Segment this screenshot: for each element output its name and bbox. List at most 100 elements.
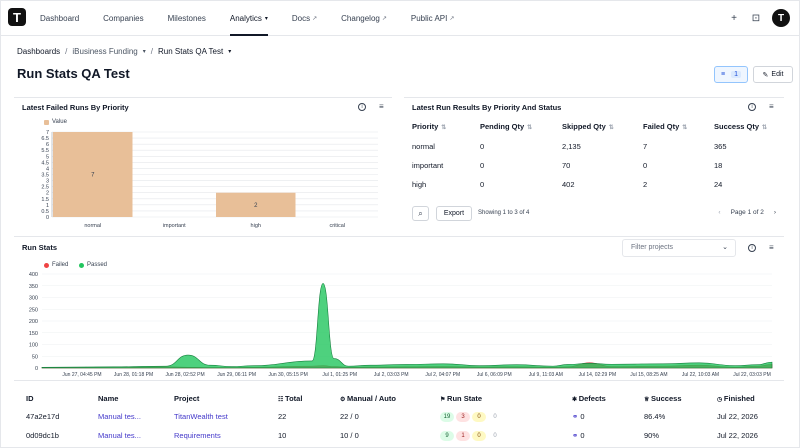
chevron-right-icon[interactable]: › [773, 209, 776, 216]
nav-companies[interactable]: Companies [103, 0, 143, 36]
y-tick-label: 400 [29, 272, 38, 278]
y-tick-label: 150 [29, 331, 38, 337]
menu-icon[interactable]: ≡ [379, 102, 384, 111]
pagination: ‹ Page 1 of 2 › [718, 209, 776, 216]
y-tick-label: 300 [29, 296, 38, 302]
row-manual-auto: 10 / 0 [340, 431, 359, 440]
external-link-icon: ↗ [449, 15, 455, 22]
column-header-label: Total [285, 394, 303, 403]
plus-icon[interactable]: + [731, 12, 737, 24]
menu-icon[interactable]: ≡ [769, 102, 774, 111]
y-tick-label: 1 [46, 203, 49, 209]
info-icon[interactable]: i [748, 103, 756, 111]
column-header-project[interactable]: Project [174, 394, 200, 403]
breadcrumb-root[interactable]: Dashboards [17, 47, 61, 56]
column-header-run-state[interactable]: ⚑ Run State [440, 394, 482, 403]
failed-panel-title: Latest Failed Runs By Priority [22, 103, 129, 112]
runstats-panel-title: Run Stats [22, 243, 58, 252]
avatar[interactable]: T [772, 9, 790, 27]
sort-icon: ⇅ [441, 125, 447, 131]
bar [53, 132, 133, 217]
legend-failed[interactable]: Failed [44, 262, 68, 268]
breadcrumb-project[interactable]: iBusiness Funding [72, 47, 138, 56]
list-icon: ☷ [278, 397, 286, 403]
y-tick-label: 3.5 [41, 173, 49, 179]
column-header[interactable]: Priority ⇅ [412, 122, 446, 131]
x-tick-label: Jul 9, 11:03 AM [529, 372, 563, 378]
nav-companies-label: Companies [103, 13, 144, 23]
chevron-down-icon: ⌄ [722, 244, 728, 251]
row-finished: Jul 22, 2026 [717, 431, 758, 440]
chevron-down-icon[interactable]: ▾ [228, 49, 232, 55]
showing-text: Showing 1 to 3 of 4 [478, 210, 530, 216]
menu-icon[interactable]: ≡ [769, 243, 774, 252]
panel-border [14, 380, 784, 381]
passed-pill: 9 [440, 431, 454, 441]
app-logo[interactable]: T [8, 8, 26, 26]
failed-legend: Value [44, 119, 67, 125]
column-header-id[interactable]: ID [26, 394, 34, 403]
run-stats-area-chart: 0 50 100 150 200 250 300 350 400 Jun 27, 04:45 PM… [29, 272, 773, 378]
column-header-finished[interactable]: ◷ Finished [717, 394, 755, 403]
column-header[interactable]: Skipped Qty ⇅ [562, 122, 614, 131]
external-link-icon: ↗ [381, 15, 387, 22]
rss-icon[interactable]: ⊡ [751, 12, 761, 24]
info-icon[interactable]: i [748, 244, 756, 252]
column-header-total[interactable]: ☷ Total [278, 394, 302, 403]
column-header[interactable]: Success Qty ⇅ [714, 122, 767, 131]
info-icon[interactable]: i [358, 103, 366, 111]
table-cell: 24 [714, 180, 723, 189]
table-cell: 402 [562, 180, 575, 189]
row-project-link[interactable]: Requirements [174, 431, 221, 440]
x-tick-label: normal [84, 223, 101, 229]
nav-dashboard[interactable]: Dashboard [40, 0, 79, 36]
nav-docs[interactable]: Docs ↗ [292, 0, 317, 36]
row-name-link[interactable]: Manual tes... [98, 431, 141, 440]
export-button[interactable]: Export [436, 206, 472, 221]
row-defects[interactable]: ⚭ 0 [572, 412, 585, 421]
legend-label: Failed [52, 262, 69, 268]
row-project-link[interactable]: TitanWealth test [174, 412, 228, 421]
nav-analytics[interactable]: Analytics ▾ [229, 0, 268, 36]
nav-milestones[interactable]: Milestones [168, 0, 206, 36]
filter-button[interactable]: ≡ 1 [714, 66, 748, 83]
column-header-name[interactable]: Name [98, 394, 119, 403]
row-manual-auto: 22 / 0 [340, 412, 359, 421]
nav-items: Dashboard Companies Milestones Analytics… [40, 0, 478, 36]
legend-passed[interactable]: Passed [79, 262, 107, 268]
y-tick-label: 2 [46, 191, 49, 197]
table-cell: 0 [480, 180, 485, 189]
nav-milestones-label: Milestones [167, 13, 206, 23]
results-panel-actions: i ≡ [748, 103, 774, 111]
x-tick-label: Jul 2, 03:03 PM [374, 372, 409, 378]
search-button[interactable]: ⌕ [412, 206, 429, 221]
filter-projects-select[interactable]: Filter projects ⌄ [622, 239, 736, 257]
sort-icon: ⇅ [762, 125, 768, 131]
y-tick-label: 1.5 [41, 197, 49, 203]
row-defects[interactable]: ⚭ 0 [572, 431, 585, 440]
column-header-manual-auto[interactable]: ⚙ Manual / Auto [340, 394, 396, 403]
chevron-left-icon[interactable]: ‹ [718, 209, 721, 216]
bar-value-label: 2 [254, 203, 258, 209]
y-tick-label: 6.5 [41, 136, 49, 142]
x-tick-label: Jul 15, 08:25 AM [630, 372, 667, 378]
column-header-success[interactable]: ♕ Success [644, 394, 682, 403]
row-name-link[interactable]: Manual tes... [98, 412, 141, 421]
y-tick-label: 5.5 [41, 148, 49, 154]
column-header-defects[interactable]: ✱ Defects [572, 394, 606, 403]
column-header[interactable]: Failed Qty ⇅ [643, 122, 687, 131]
nav-public-api[interactable]: Public API ↗ [411, 0, 455, 36]
row-id: 47a2e17d [26, 412, 60, 421]
breadcrumb-current[interactable]: Run Stats QA Test [158, 47, 224, 56]
page-indicator: Page 1 of 2 [730, 209, 764, 216]
run-state-pills: 19 3 0 0 [440, 411, 504, 422]
row-finished: Jul 22, 2026 [717, 412, 758, 421]
link-icon: ⚭ [572, 412, 581, 421]
y-tick-label: 2.5 [41, 185, 49, 191]
column-header-label: Manual / Auto [347, 394, 396, 403]
nav-changelog[interactable]: Changelog ↗ [341, 0, 387, 36]
column-header[interactable]: Pending Qty ⇅ [480, 122, 532, 131]
chevron-down-icon[interactable]: ▾ [142, 49, 146, 55]
x-tick-label: Jul 1, 01:25 PM [322, 372, 357, 378]
edit-button[interactable]: ✎ Edit [753, 66, 793, 83]
